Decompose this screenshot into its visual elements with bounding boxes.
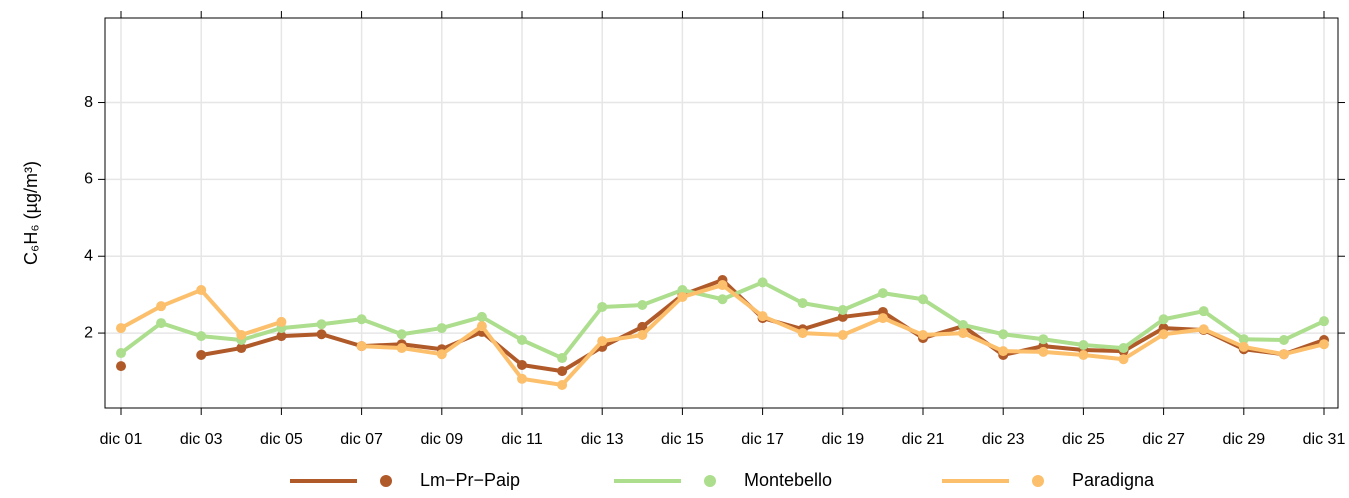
data-point xyxy=(797,328,808,339)
y-tick-label: 6 xyxy=(84,171,93,188)
x-tick-label: dic 17 xyxy=(741,431,784,448)
x-tick-label: dic 29 xyxy=(1222,431,1265,448)
data-point xyxy=(597,336,608,347)
data-point xyxy=(958,328,969,339)
x-tick-label: dic 21 xyxy=(902,431,945,448)
data-point xyxy=(236,329,247,340)
data-point xyxy=(436,349,447,360)
data-point xyxy=(196,285,207,296)
data-point xyxy=(276,331,287,342)
data-point xyxy=(998,346,1009,357)
data-point xyxy=(1319,339,1329,350)
data-point xyxy=(236,343,247,354)
data-point xyxy=(757,311,768,322)
x-tick-label: dic 07 xyxy=(340,431,383,448)
data-point xyxy=(316,319,327,330)
data-point xyxy=(637,329,648,340)
data-point xyxy=(1198,306,1209,317)
data-point xyxy=(116,361,126,372)
data-point xyxy=(677,291,688,302)
x-tick-label: dic 27 xyxy=(1142,431,1185,448)
y-axis-label: C₆H₆ (µg/m³) xyxy=(21,161,41,265)
x-tick-label: dic 13 xyxy=(581,431,624,448)
legend-marker xyxy=(1032,475,1044,487)
data-point xyxy=(918,294,928,305)
x-tick-label: dic 01 xyxy=(100,431,143,448)
data-point xyxy=(517,373,527,384)
x-tick-label: dic 15 xyxy=(661,431,704,448)
data-point xyxy=(1118,343,1129,354)
x-tick-label: dic 09 xyxy=(420,431,463,448)
data-point xyxy=(476,321,487,332)
data-point xyxy=(396,329,407,340)
legend-label: Lm−Pr−Paip xyxy=(420,470,520,490)
data-point xyxy=(316,329,327,340)
data-point xyxy=(837,311,848,322)
data-point xyxy=(1038,346,1049,357)
data-point xyxy=(1278,349,1289,360)
data-point xyxy=(156,301,167,312)
data-point xyxy=(396,343,407,354)
data-point xyxy=(837,305,848,316)
data-point xyxy=(958,320,969,331)
data-point xyxy=(877,313,888,324)
data-point xyxy=(1158,314,1169,325)
data-point xyxy=(1038,334,1049,345)
data-point xyxy=(196,349,207,360)
data-point xyxy=(557,366,568,377)
data-point xyxy=(998,329,1009,340)
data-point xyxy=(1238,334,1249,345)
data-point xyxy=(597,301,608,312)
data-point xyxy=(757,277,768,288)
x-tick-label: dic 05 xyxy=(260,431,303,448)
data-point xyxy=(637,300,648,311)
data-point xyxy=(1158,329,1169,340)
data-point xyxy=(116,348,126,359)
x-tick-label: dic 03 xyxy=(180,431,223,448)
legend-label: Montebello xyxy=(744,470,832,490)
data-point xyxy=(517,359,527,370)
data-point xyxy=(116,323,126,334)
x-tick-label: dic 25 xyxy=(1062,431,1105,448)
data-point xyxy=(276,316,287,327)
data-point xyxy=(356,314,367,325)
data-point xyxy=(837,329,848,340)
data-point xyxy=(797,298,808,309)
x-tick-label: dic 11 xyxy=(501,431,543,448)
data-point xyxy=(356,341,367,352)
data-point xyxy=(717,294,728,305)
legend-marker xyxy=(704,475,716,487)
data-point xyxy=(557,353,568,364)
data-point xyxy=(557,379,568,390)
data-point xyxy=(517,334,527,345)
data-point xyxy=(1078,339,1089,350)
data-point xyxy=(877,288,888,299)
data-point xyxy=(1319,316,1329,327)
data-point xyxy=(156,318,167,329)
data-point xyxy=(637,321,648,332)
data-point xyxy=(1238,341,1249,352)
plot-frame xyxy=(104,17,1339,409)
legend-marker xyxy=(380,475,392,487)
data-point xyxy=(476,311,487,322)
y-tick-label: 2 xyxy=(84,324,93,341)
x-tick-label: dic 23 xyxy=(982,431,1025,448)
data-point xyxy=(1198,324,1209,335)
data-point xyxy=(717,280,728,291)
x-tick-label: dic 31 xyxy=(1303,431,1346,448)
y-tick-label: 8 xyxy=(84,94,93,111)
data-point xyxy=(677,285,688,296)
x-tick-label: dic 19 xyxy=(821,431,864,448)
data-point xyxy=(918,329,928,340)
data-point xyxy=(1278,334,1289,345)
y-tick-label: 4 xyxy=(84,247,93,264)
data-point xyxy=(1118,354,1129,365)
data-point xyxy=(196,331,207,342)
legend-label: Paradigna xyxy=(1072,470,1155,490)
data-point xyxy=(1078,349,1089,360)
data-point xyxy=(436,323,447,334)
